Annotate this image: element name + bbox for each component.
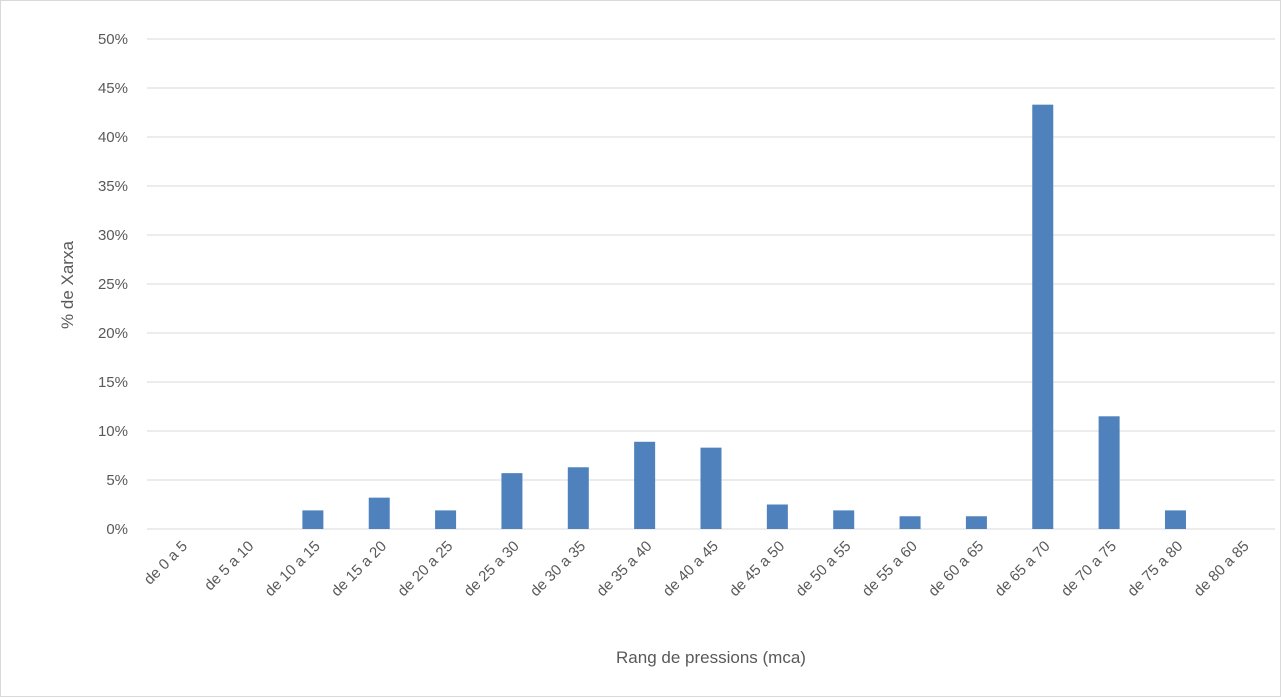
bar — [302, 510, 324, 529]
y-tick-labels: 0% 5% 10% 15% 20% 25% 30% 35% 40% 45% 50% — [98, 31, 128, 538]
x-tick-label: de 10 a 15 — [262, 538, 324, 600]
bar — [368, 497, 390, 529]
y-tick-label: 50% — [98, 31, 128, 48]
gridlines — [147, 38, 1275, 530]
x-tick-label: de 20 a 25 — [394, 538, 456, 600]
x-tick-label: de 45 a 50 — [726, 538, 788, 600]
bars — [302, 104, 1186, 529]
x-tick-label: de 5 a 10 — [201, 538, 257, 594]
y-tick-label: 35% — [98, 178, 128, 195]
x-tick-label: de 55 a 60 — [859, 538, 921, 600]
y-tick-label: 0% — [106, 521, 128, 538]
bar — [833, 510, 855, 529]
x-tick-label: de 25 a 30 — [461, 538, 523, 600]
y-tick-label: 20% — [98, 325, 128, 342]
x-tick-label: de 80 a 85 — [1190, 538, 1252, 600]
y-tick-label: 25% — [98, 276, 128, 293]
y-tick-label: 10% — [98, 423, 128, 440]
bar — [1098, 416, 1120, 529]
x-tick-label: de 65 a 70 — [991, 538, 1053, 600]
x-axis-title: Rang de pressions (mca) — [616, 648, 806, 667]
x-tick-label: de 15 a 20 — [328, 538, 390, 600]
bar — [501, 473, 523, 529]
y-axis-title: % de Xarxa — [58, 241, 77, 329]
x-tick-label: de 35 a 40 — [593, 538, 655, 600]
y-tick-label: 40% — [98, 129, 128, 146]
bar — [965, 516, 987, 529]
x-tick-label: de 0 a 5 — [141, 538, 191, 588]
y-tick-label: 5% — [106, 472, 128, 489]
x-tick-label: de 30 a 35 — [527, 538, 589, 600]
x-tick-label: de 50 a 55 — [792, 538, 854, 600]
bar — [766, 504, 788, 529]
bar — [1164, 510, 1186, 529]
x-tick-labels: de 0 a 5 de 5 a 10 de 10 a 15 de 15 a 20 de … — [141, 538, 1253, 600]
y-tick-label: 30% — [98, 227, 128, 244]
bar — [567, 467, 589, 529]
bar — [899, 516, 921, 529]
x-tick-label: de 70 a 75 — [1058, 538, 1120, 600]
x-tick-label: de 75 a 80 — [1124, 538, 1186, 600]
bar — [634, 441, 656, 529]
y-tick-label: 45% — [98, 80, 128, 97]
bar — [1032, 104, 1054, 529]
bar — [700, 447, 722, 529]
x-tick-label: de 60 a 65 — [925, 538, 987, 600]
bar — [435, 510, 457, 529]
y-tick-label: 15% — [98, 374, 128, 391]
x-tick-label: de 40 a 45 — [660, 538, 722, 600]
